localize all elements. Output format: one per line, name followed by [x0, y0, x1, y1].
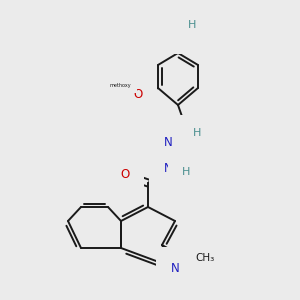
Text: N: N — [171, 262, 179, 275]
Text: methoxy: methoxy — [109, 82, 131, 88]
Text: H: H — [188, 20, 196, 30]
Text: H: H — [182, 167, 190, 177]
Text: O: O — [134, 88, 142, 101]
Text: O: O — [120, 169, 130, 182]
Text: N: N — [164, 136, 172, 148]
Text: CH₃: CH₃ — [195, 253, 214, 263]
Text: O: O — [173, 26, 183, 40]
Text: N: N — [164, 161, 172, 175]
Text: H: H — [193, 128, 201, 138]
